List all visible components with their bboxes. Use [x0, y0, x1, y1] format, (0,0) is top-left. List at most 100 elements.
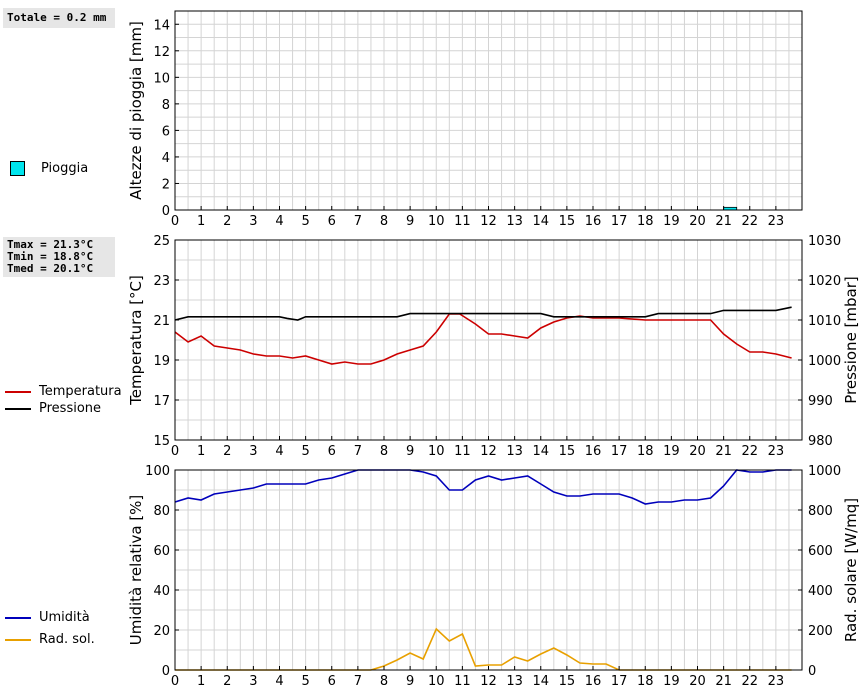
x-tick-label: 19: [663, 674, 680, 689]
y-tick-label: 40: [153, 584, 170, 599]
tmin-stat: Tmin = 18.8°C: [7, 250, 94, 263]
x-tick-label: 11: [454, 674, 471, 689]
x-tick-label: 5: [301, 214, 309, 229]
x-tick-label: 10: [428, 674, 445, 689]
x-tick-label: 4: [275, 214, 283, 229]
x-tick-label: 15: [559, 444, 576, 459]
y-tick-label: 2: [162, 177, 170, 192]
temperature-stats-box: Tmax = 21.3°C Tmin = 18.8°C Tmed = 20.1°…: [3, 237, 115, 277]
y-tick-label: 10: [153, 71, 170, 86]
x-tick-label: 15: [559, 214, 576, 229]
x-tick-label: 17: [611, 214, 628, 229]
series-line-temperatura: [174, 313, 792, 365]
x-tick-label: 8: [380, 444, 388, 459]
x-tick-label: 18: [637, 674, 654, 689]
legend-line-umidita: [5, 616, 31, 619]
x-tick-label: 3: [249, 444, 257, 459]
y-tick-label: 25: [153, 234, 170, 249]
y2-axis-label: Pressione [mbar]: [842, 276, 860, 404]
y-tick-label: 19: [153, 354, 170, 369]
x-tick-label: 13: [506, 444, 523, 459]
y-tick-label: 14: [153, 18, 170, 33]
x-tick-label: 0: [171, 674, 179, 689]
x-tick-label: 8: [380, 214, 388, 229]
x-tick-label: 20: [689, 444, 706, 459]
x-tick-label: 1: [197, 214, 205, 229]
x-tick-label: 23: [768, 214, 785, 229]
x-tick-label: 10: [428, 214, 445, 229]
y2-tick-label: 1000: [808, 464, 841, 479]
y2-tick-label: 1000: [808, 354, 841, 369]
x-tick-label: 7: [354, 214, 362, 229]
chart-panel-1: [174, 239, 803, 441]
x-tick-label: 18: [637, 444, 654, 459]
x-tick-label: 11: [454, 444, 471, 459]
x-tick-label: 2: [223, 674, 231, 689]
x-tick-label: 13: [506, 674, 523, 689]
y2-tick-label: 800: [808, 504, 833, 519]
x-tick-label: 7: [354, 444, 362, 459]
x-tick-label: 11: [454, 214, 471, 229]
x-tick-label: 6: [328, 674, 336, 689]
x-tick-label: 19: [663, 214, 680, 229]
legend-swatch-pioggia: [10, 161, 25, 176]
legend-item-temperatura: Temperatura: [5, 384, 122, 399]
x-tick-label: 10: [428, 444, 445, 459]
series-line-pressione: [174, 306, 792, 321]
y-tick-label: 4: [162, 151, 170, 166]
x-tick-label: 13: [506, 214, 523, 229]
y2-tick-label: 600: [808, 544, 833, 559]
legend-label-temperatura: Temperatura: [39, 384, 122, 399]
x-tick-label: 20: [689, 214, 706, 229]
x-tick-label: 18: [637, 214, 654, 229]
x-tick-label: 2: [223, 444, 231, 459]
y2-tick-label: 1030: [808, 234, 841, 249]
tmed-stat: Tmed = 20.1°C: [7, 262, 94, 275]
x-tick-label: 23: [768, 674, 785, 689]
y2-tick-label: 990: [808, 394, 833, 409]
y-tick-label: 0: [162, 204, 170, 219]
y-tick-label: 12: [153, 45, 170, 60]
x-tick-label: 14: [532, 214, 549, 229]
y-tick-label: 60: [153, 544, 170, 559]
x-tick-label: 5: [301, 444, 309, 459]
x-tick-label: 22: [741, 214, 758, 229]
x-tick-label: 12: [480, 444, 497, 459]
x-tick-label: 5: [301, 674, 309, 689]
legend-label-umidita: Umidità: [39, 610, 90, 625]
y2-tick-label: 0: [808, 664, 816, 679]
y2-tick-label: 1020: [808, 274, 841, 289]
chart-panel-2: [174, 469, 803, 671]
x-tick-label: 20: [689, 674, 706, 689]
y2-axis-label: Rad. solare [W/mq]: [842, 498, 860, 642]
series-line-umidit: [174, 469, 792, 505]
y-tick-label: 8: [162, 98, 170, 113]
x-tick-label: 22: [741, 674, 758, 689]
legend-item-radsol: Rad. sol.: [5, 632, 95, 647]
legend-line-pressione: [5, 407, 31, 410]
y-axis-label: Altezze di pioggia [mm]: [127, 21, 145, 200]
x-tick-label: 2: [223, 214, 231, 229]
y2-tick-label: 980: [808, 434, 833, 449]
legend-label-pioggia: Pioggia: [41, 161, 89, 176]
y2-tick-label: 200: [808, 624, 833, 639]
x-tick-label: 14: [532, 444, 549, 459]
legend-line-temperatura: [5, 390, 31, 393]
x-tick-label: 0: [171, 214, 179, 229]
x-tick-label: 1: [197, 444, 205, 459]
x-tick-label: 6: [328, 214, 336, 229]
y-tick-label: 17: [153, 394, 170, 409]
x-tick-label: 6: [328, 444, 336, 459]
x-tick-label: 9: [406, 444, 414, 459]
x-tick-label: 7: [354, 674, 362, 689]
x-tick-label: 16: [585, 214, 602, 229]
legend-item-pioggia: Pioggia: [10, 161, 88, 176]
x-tick-label: 22: [741, 444, 758, 459]
x-tick-label: 15: [559, 674, 576, 689]
legend-item-pressione: Pressione: [5, 401, 101, 416]
x-tick-label: 16: [585, 444, 602, 459]
legend-line-radsol: [5, 638, 31, 641]
y-axis-label: Temperatura [°C]: [127, 275, 145, 406]
x-tick-label: 3: [249, 674, 257, 689]
